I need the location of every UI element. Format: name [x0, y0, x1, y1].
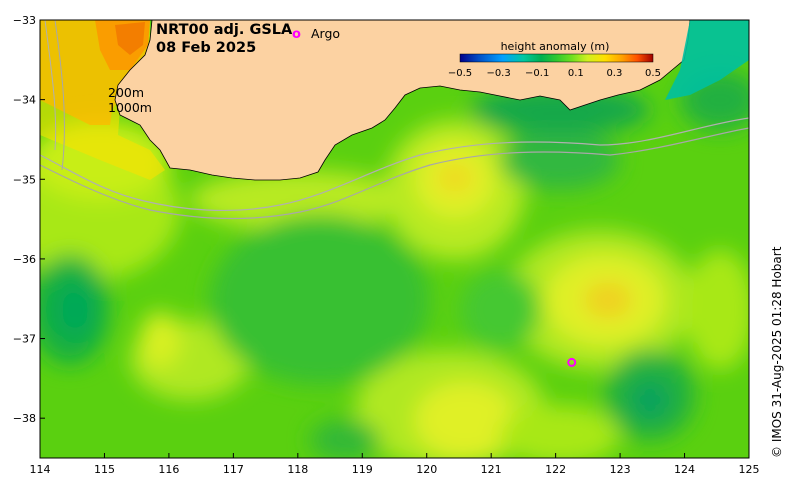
x-tick-label: 123	[610, 463, 631, 476]
x-tick-label: 114	[30, 463, 51, 476]
x-tick-label: 121	[481, 463, 502, 476]
isobath-1000m-label: 1000m	[108, 100, 152, 115]
x-tick-label: 117	[223, 463, 244, 476]
x-axis: 114 115 116 117 118 119 120 121 122 123 124 125	[30, 453, 760, 476]
isobath-1000m	[40, 127, 749, 220]
colorbar-tick-label: 0.3	[606, 68, 622, 79]
map-title-line1: NRT00 adj. GSLA	[156, 22, 293, 38]
y-tick-label: −34	[13, 94, 36, 107]
colorbar-tick-label: −0.5	[448, 68, 472, 79]
colorbar-tick-label: −0.1	[525, 68, 549, 79]
y-tick-label: −37	[13, 333, 36, 346]
x-tick-label: 119	[352, 463, 373, 476]
y-tick-label: −33	[13, 14, 36, 27]
x-tick-label: 118	[287, 463, 308, 476]
colorbar-tick-label: 0.5	[645, 68, 661, 79]
credit-text: © IMOS 31-Aug-2025 01:28 Hobart	[770, 246, 784, 458]
colorbar-tick-label: −0.3	[486, 68, 510, 79]
x-tick-label: 124	[674, 463, 695, 476]
y-tick-label: −36	[13, 253, 36, 266]
isobath-200m	[40, 117, 749, 212]
argo-legend-marker: o	[292, 27, 301, 42]
x-tick-label: 115	[94, 463, 115, 476]
colorbar-tick-label: 0.1	[568, 68, 584, 79]
map-title-line2: 08 Feb 2025	[156, 40, 256, 56]
x-tick-label: 120	[416, 463, 437, 476]
colorbar-title: height anomaly (m)	[501, 40, 610, 53]
plot-frame	[39, 19, 750, 459]
y-tick-label: −38	[13, 412, 36, 425]
argo-legend-label: Argo	[311, 26, 340, 41]
y-axis: −33 −34 −35 −36 −37 −38	[13, 14, 45, 425]
x-tick-label: 116	[158, 463, 179, 476]
y-tick-label: −35	[13, 173, 36, 186]
colorbar	[459, 53, 654, 63]
plot-area	[40, 20, 749, 458]
colorbar-ticks: −0.5 −0.3 −0.1 0.1 0.3 0.5	[448, 68, 661, 79]
x-tick-label: 125	[739, 463, 760, 476]
x-tick-label: 122	[545, 463, 566, 476]
isobath-200m-label: 200m	[108, 85, 144, 100]
argo-float-marker[interactable]	[567, 357, 577, 367]
